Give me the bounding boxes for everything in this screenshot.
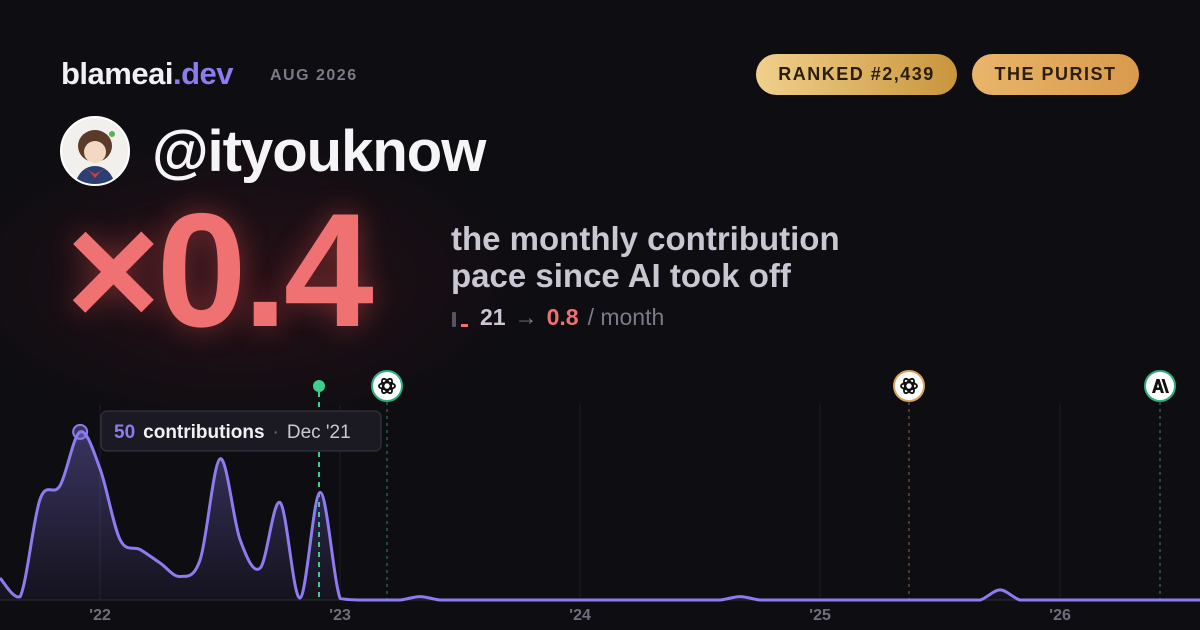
tooltip-box <box>100 410 382 452</box>
pace-icon <box>452 311 468 327</box>
tooltip-text: 50 contributions · Dec '21 <box>114 422 351 443</box>
area <box>0 431 1200 600</box>
tooltip-separator: · <box>273 422 279 443</box>
tooltip-unit: contributions <box>143 422 264 443</box>
pace: 21 → 0.8 / month <box>451 304 664 331</box>
pace-before: 21 <box>480 304 506 330</box>
pace-unit: / month <box>587 304 665 330</box>
multiplier: ×0.4 <box>66 180 374 361</box>
username: @ityouknow <box>152 119 486 184</box>
title-badge: THE PURIST <box>972 54 1139 95</box>
line <box>0 430 1200 602</box>
tooltip: 50 contributions · Dec '21 <box>100 410 382 452</box>
brand-suffix: .dev <box>172 56 234 91</box>
rank-badge: RANKED #2,439 <box>756 54 957 95</box>
openai-marker <box>371 370 403 402</box>
description-line: the monthly contribution <box>451 220 840 257</box>
x-tick-label: '22 <box>89 607 111 624</box>
pace-after: 0.8 <box>546 304 579 330</box>
tooltip-value: 50 <box>114 422 135 443</box>
x-tick-label: '25 <box>809 607 831 624</box>
pace-arrow: → <box>514 304 538 330</box>
event-dot <box>313 380 325 392</box>
description-line: pace since AI took off <box>451 257 791 294</box>
highlight-point <box>72 423 89 440</box>
date: AUG 2026 <box>270 67 358 84</box>
tooltip-date: Dec '21 <box>287 422 351 443</box>
x-tick-label: '26 <box>1049 607 1071 624</box>
brand-name: blameai <box>61 56 173 91</box>
x-tick-label: '24 <box>569 607 591 624</box>
anthropic-marker <box>1144 370 1176 402</box>
openai-marker <box>893 370 925 402</box>
x-tick-label: '23 <box>329 607 351 624</box>
brand: blameai.dev <box>61 56 233 92</box>
avatar <box>60 116 130 186</box>
